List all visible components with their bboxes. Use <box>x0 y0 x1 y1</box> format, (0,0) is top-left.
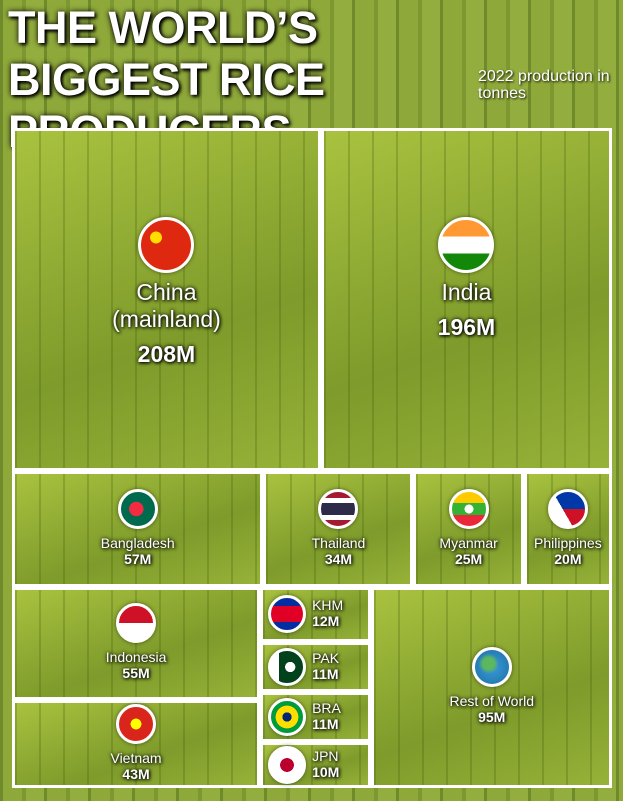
flag-icon <box>438 216 495 273</box>
value-label: 10M <box>312 764 340 781</box>
cell-label: PAK 11M <box>312 650 339 682</box>
flag-icon <box>268 647 307 686</box>
category-label: Myanmar <box>439 534 498 551</box>
category-label: Indonesia <box>105 649 167 666</box>
cell-label: Thailand 34M <box>263 535 413 567</box>
value-label: 34M <box>324 550 353 567</box>
flag-icon <box>138 216 195 273</box>
category-label: Thailand <box>311 534 366 551</box>
category-label: Philippines <box>534 534 602 551</box>
category-label: China (mainland) <box>112 278 221 332</box>
value-label: 11M <box>312 665 339 682</box>
category-label: Rest of World <box>449 693 534 710</box>
value-label: 12M <box>312 613 340 630</box>
treemap-cell <box>371 586 612 788</box>
value-label: 57M <box>124 550 152 567</box>
flag-icon <box>318 488 359 529</box>
value-label: 208M <box>137 340 196 367</box>
flag-icon <box>547 488 588 529</box>
category-label: BRA <box>312 700 341 717</box>
flag-icon <box>471 647 512 688</box>
value-label: 43M <box>122 765 150 782</box>
cell-label: India 196M <box>321 279 612 341</box>
cell-label: Bangladesh 57M <box>12 535 263 567</box>
flag-icon <box>116 703 157 744</box>
cell-label: Rest of World 95M <box>371 693 612 725</box>
cell-label: Indonesia 55M <box>12 649 260 681</box>
treemap-cell <box>12 128 321 472</box>
category-label: Bangladesh <box>100 534 175 551</box>
value-label: 196M <box>437 313 496 340</box>
category-label: India <box>441 278 492 305</box>
value-label: 11M <box>312 716 339 733</box>
flag-icon <box>117 488 158 529</box>
cell-label: JPN 10M <box>312 748 339 780</box>
cell-label: Myanmar 25M <box>413 535 523 567</box>
flag-icon <box>448 488 489 529</box>
flag-icon <box>268 698 307 737</box>
cell-label: China (mainland) 208M <box>12 279 321 368</box>
category-label: KHM <box>312 597 344 614</box>
cell-label: BRA 11M <box>312 700 341 732</box>
cell-label: Philippines 20M <box>524 535 612 567</box>
value-label: 95M <box>478 709 506 726</box>
flag-icon <box>116 603 157 644</box>
category-label: PAK <box>312 649 340 666</box>
value-label: 55M <box>122 665 150 682</box>
flag-icon <box>268 595 307 634</box>
chart-subtitle: 2022 production in tonnes <box>478 68 610 102</box>
treemap-cell <box>320 128 612 472</box>
cell-label: KHM 12M <box>312 597 343 629</box>
flag-icon <box>268 746 307 785</box>
cell-label: Vietnam 43M <box>12 750 260 782</box>
category-label: Vietnam <box>110 749 162 766</box>
value-label: 25M <box>454 550 483 567</box>
category-label: JPN <box>312 748 339 765</box>
value-label: 20M <box>554 550 582 567</box>
